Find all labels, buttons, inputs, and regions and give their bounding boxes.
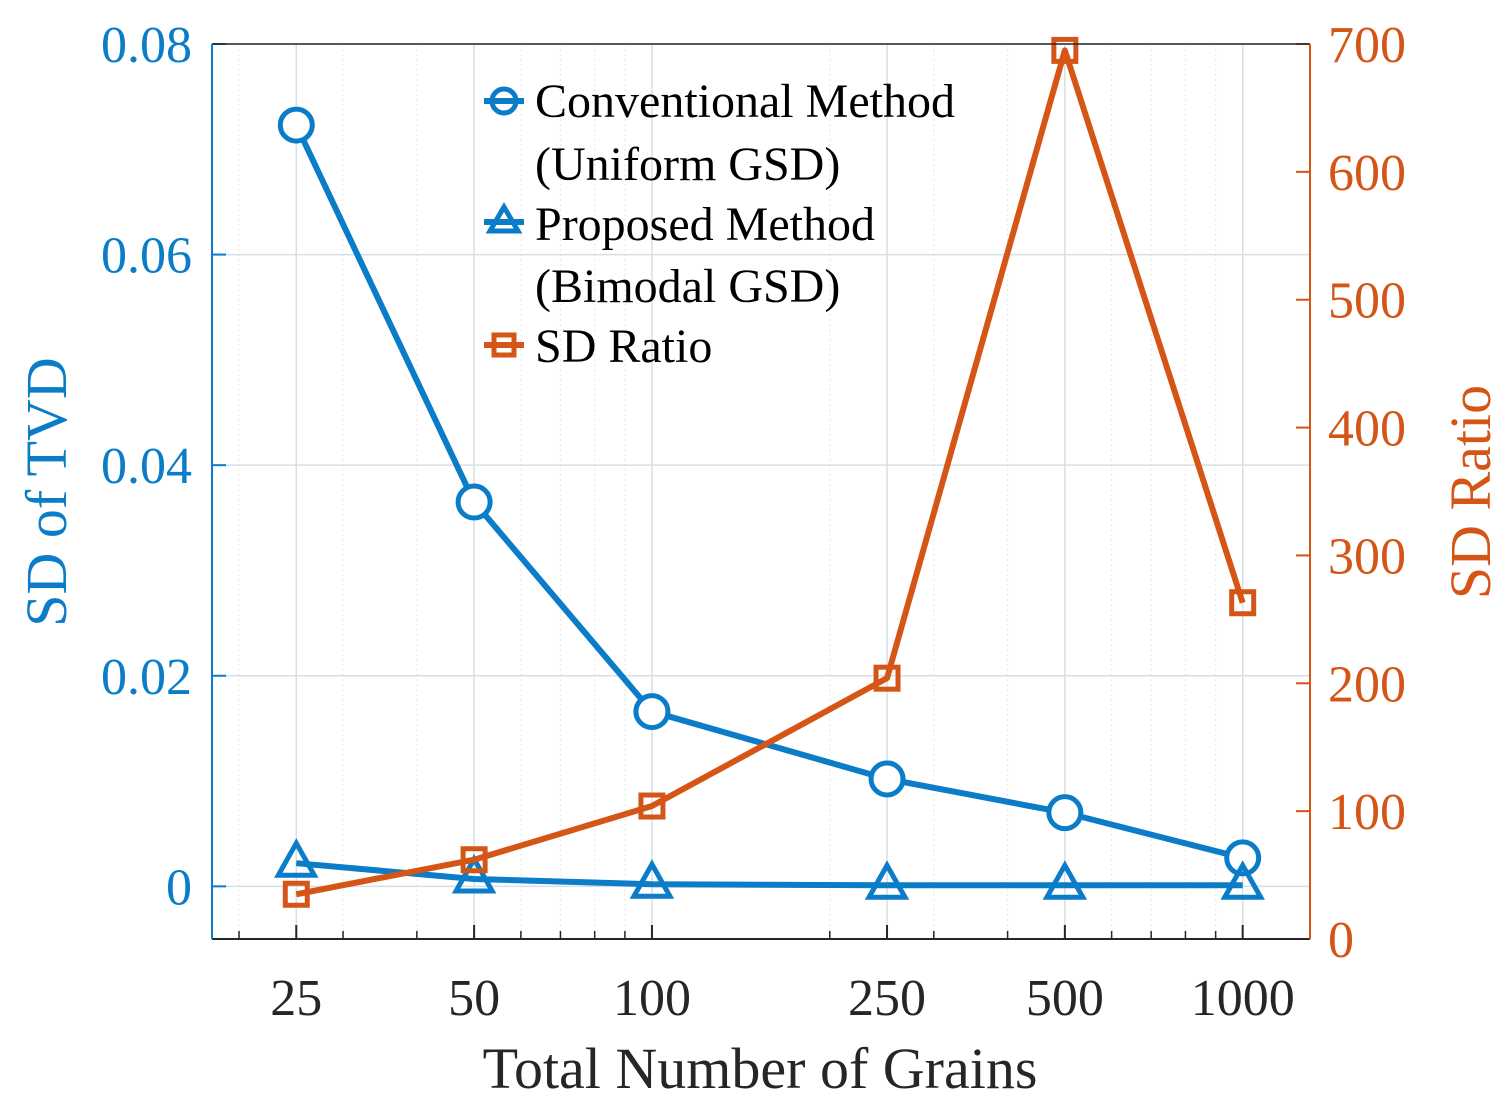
legend-item-proposed: Proposed Method (Bimodal GSD) <box>484 198 875 313</box>
right-tick-label: 100 <box>1328 784 1406 841</box>
series-1 <box>274 838 1265 900</box>
legend-label: (Bimodal GSD) <box>535 260 840 313</box>
data-point <box>282 880 310 908</box>
data-point <box>1051 36 1079 64</box>
right-tick-label: 500 <box>1328 273 1406 330</box>
x-tick-label: 100 <box>613 970 691 1027</box>
right-tick-label: 600 <box>1328 145 1406 202</box>
legend-label: Proposed Method <box>535 198 875 251</box>
left-tick-label: 0.06 <box>101 228 192 285</box>
data-point <box>274 838 319 878</box>
x-tick-label: 250 <box>848 970 926 1027</box>
right-tick-label: 0 <box>1328 912 1354 969</box>
data-point <box>455 483 493 521</box>
right-tick-label: 700 <box>1328 17 1406 74</box>
x-axis-label: Total Number of Grains <box>483 1036 1038 1101</box>
left-axis-label: SD of TVD <box>14 357 79 627</box>
data-point <box>277 106 315 144</box>
x-tick-label: 50 <box>448 970 500 1027</box>
legend-marker-circle <box>489 86 519 116</box>
series-2 <box>282 36 1257 908</box>
data-point <box>451 853 497 894</box>
legend: Conventional Method (Uniform GSD) Propos… <box>484 75 955 373</box>
series-line <box>296 860 1243 889</box>
data-point <box>1042 860 1088 900</box>
left-tick-label: 0 <box>166 859 192 916</box>
data-point <box>460 846 488 874</box>
x-tick-label: 500 <box>1026 970 1104 1027</box>
data-point <box>864 860 910 900</box>
legend-marker-square <box>491 332 517 358</box>
data-point <box>633 693 671 731</box>
legend-label: SD Ratio <box>535 320 712 373</box>
data-point <box>868 760 906 798</box>
right-axis-label: SD Ratio <box>1438 385 1503 599</box>
left-tick-label: 0.08 <box>101 17 192 74</box>
series-line <box>295 47 1246 898</box>
right-tick-label: 200 <box>1328 656 1406 713</box>
x-tick-label: 1000 <box>1191 970 1295 1027</box>
data-point <box>873 664 901 692</box>
data-point <box>1224 839 1262 877</box>
legend-label: Conventional Method <box>535 75 955 128</box>
legend-marker-triangle <box>485 202 523 234</box>
left-tick-label: 0.04 <box>101 438 192 495</box>
right-tick-label: 400 <box>1328 401 1406 458</box>
data-point <box>1220 860 1265 900</box>
series-layer <box>274 36 1265 908</box>
legend-label: (Uniform GSD) <box>535 138 840 191</box>
right-tick-label: 300 <box>1328 528 1406 585</box>
left-tick-label: 0.02 <box>101 649 192 706</box>
axes: 25 50 100 250 500 1000 0 0.02 0.04 0.06 0.08 0 100 20… <box>101 17 1406 1027</box>
legend-item-sd-ratio: SD Ratio <box>484 320 712 373</box>
data-point <box>1046 794 1084 832</box>
data-point <box>629 859 675 899</box>
legend-item-conventional: Conventional Method (Uniform GSD) <box>484 75 955 191</box>
x-tick-label: 25 <box>270 970 322 1027</box>
data-point <box>638 792 666 820</box>
data-point <box>1229 589 1257 617</box>
